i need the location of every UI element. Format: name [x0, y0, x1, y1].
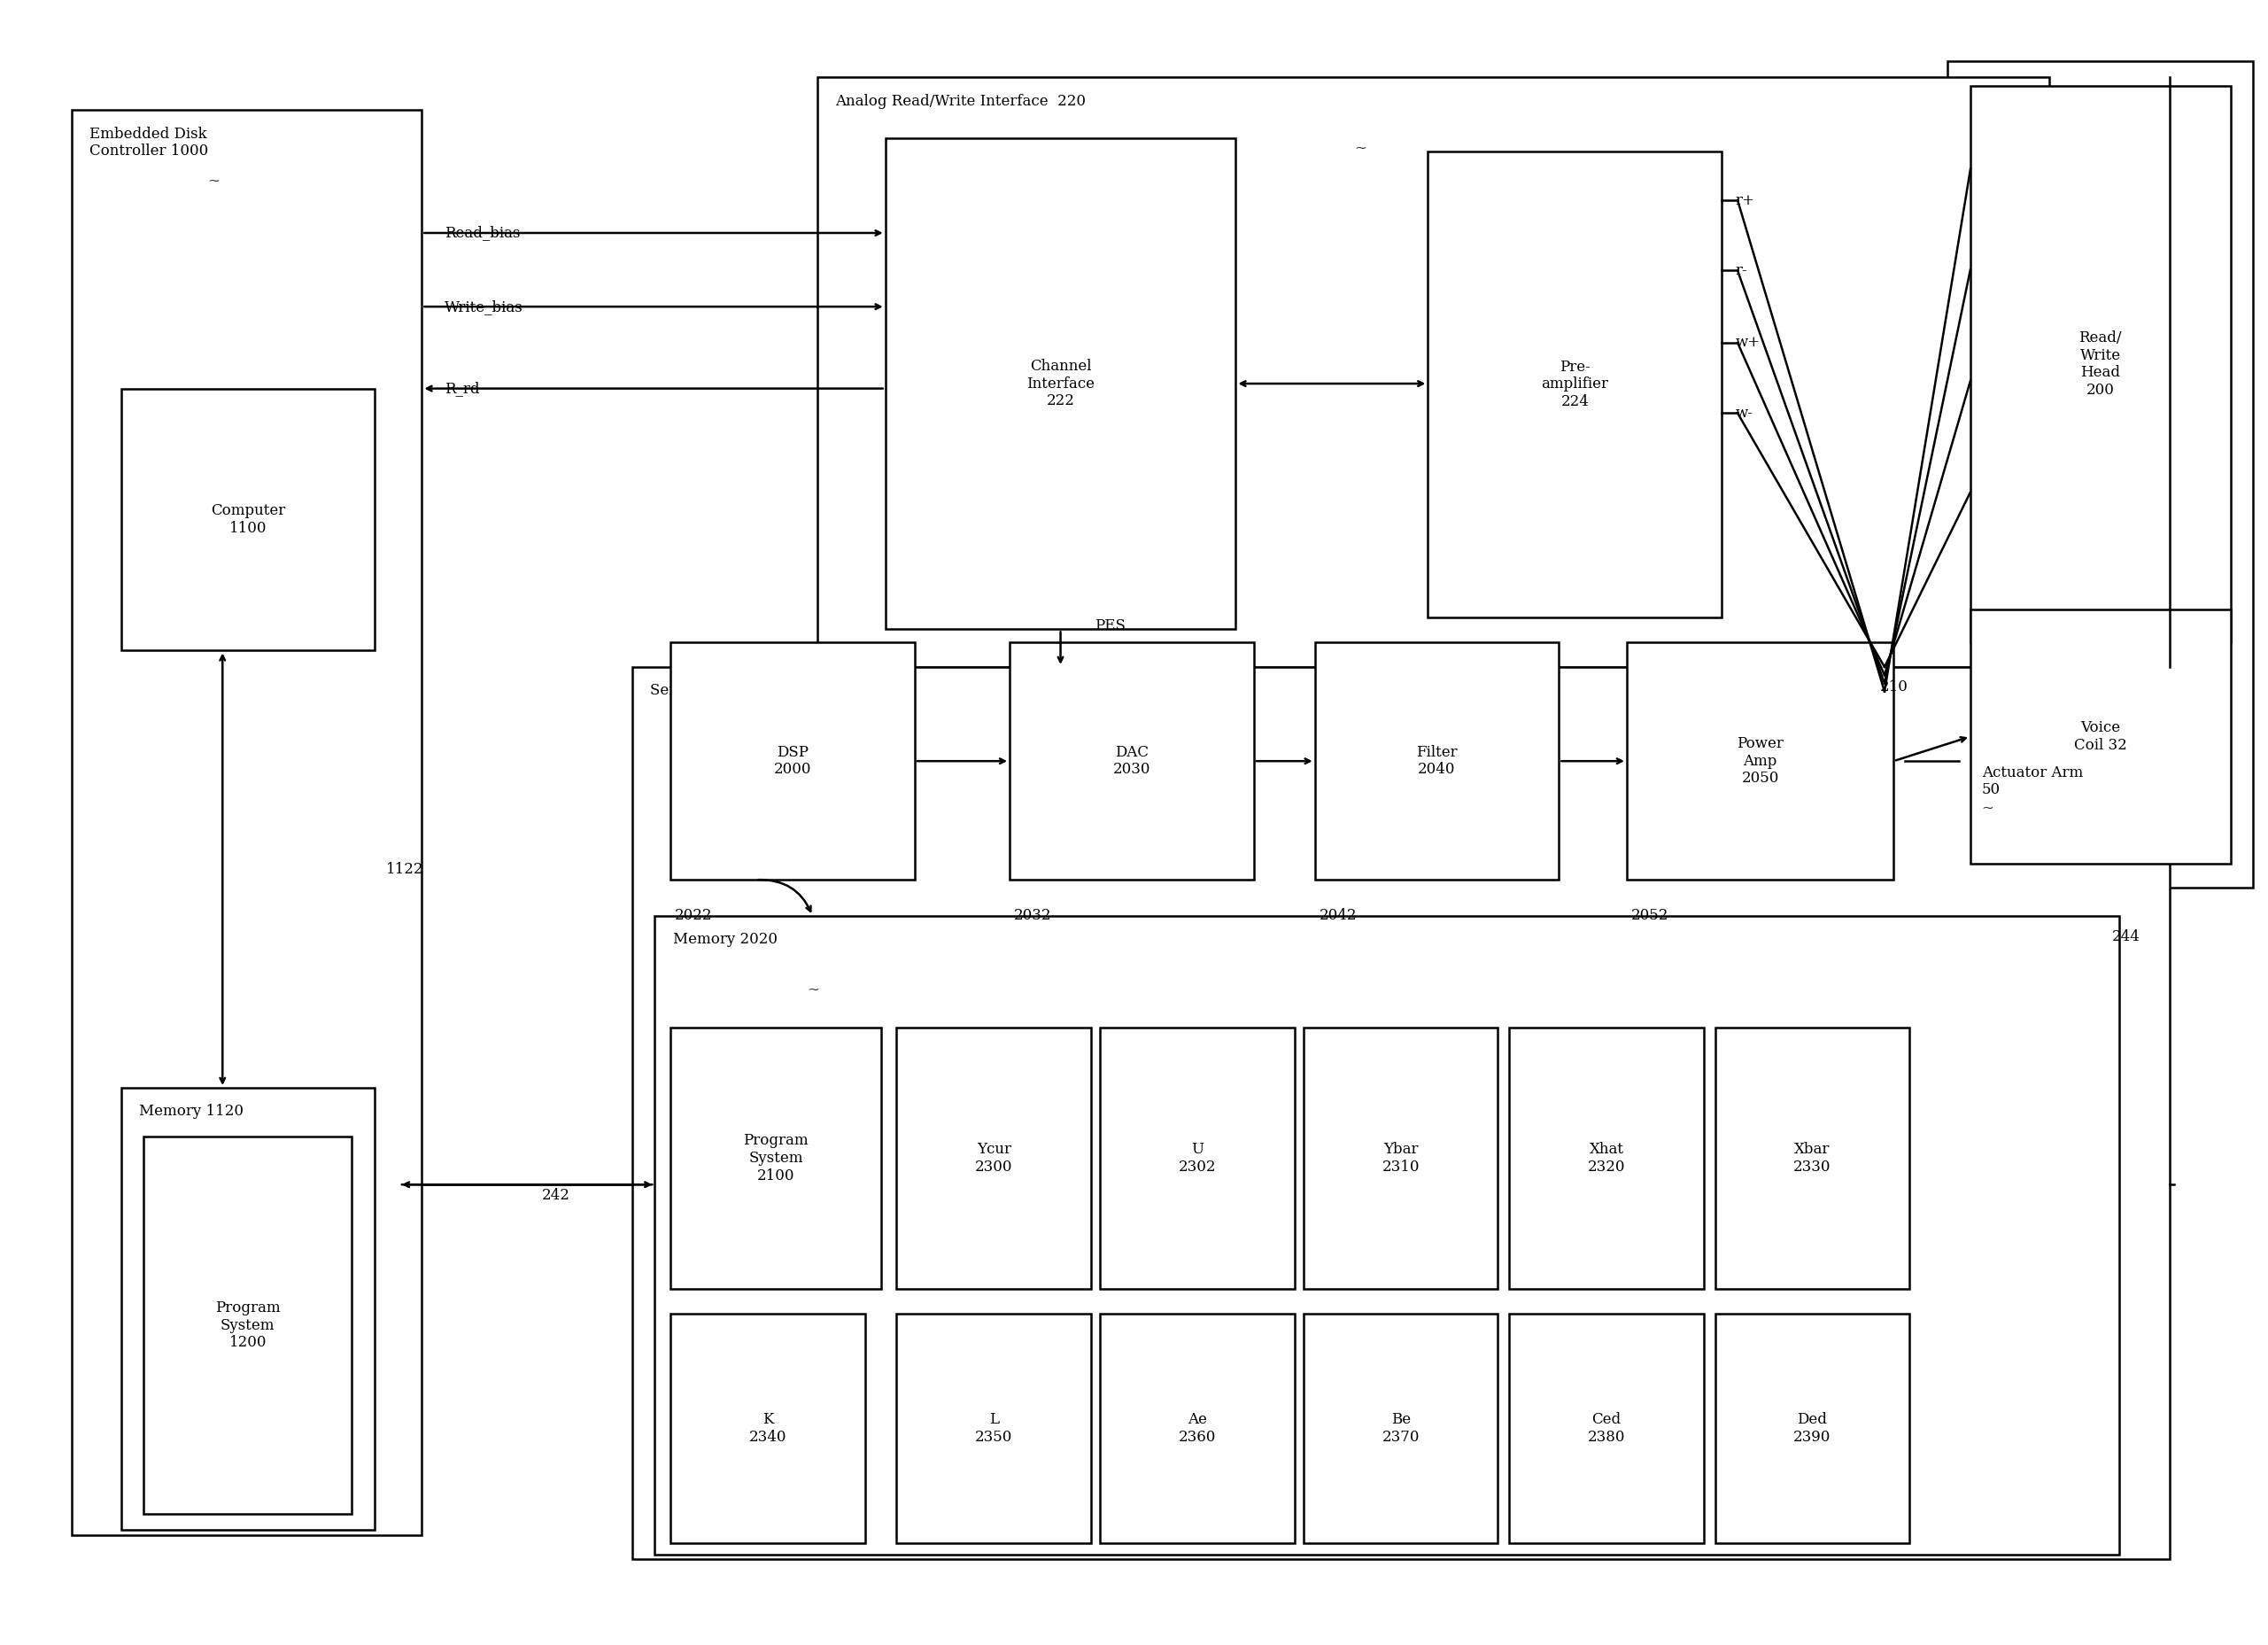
Text: 2052: 2052: [1631, 908, 1669, 923]
Text: ~: ~: [807, 982, 819, 997]
Bar: [1508, 1314, 1703, 1543]
Text: Read_bias: Read_bias: [445, 225, 519, 240]
Text: w-: w-: [1735, 406, 1753, 421]
Text: Ced
2380: Ced 2380: [1588, 1411, 1626, 1444]
Bar: [1304, 1026, 1497, 1290]
Text: DAC
2030: DAC 2030: [1114, 745, 1150, 778]
Bar: [816, 77, 2050, 666]
Text: DSP
2000: DSP 2000: [773, 745, 812, 778]
Text: ~: ~: [1354, 140, 1365, 155]
Text: 2022: 2022: [676, 908, 712, 923]
Text: ~: ~: [209, 173, 220, 188]
Bar: [655, 916, 2121, 1555]
Text: Read/
Write
Head
200: Read/ Write Head 200: [2080, 331, 2123, 398]
Text: Voice
Coil 32: Voice Coil 32: [2073, 721, 2127, 753]
Text: R_rd: R_rd: [445, 382, 479, 396]
Text: Pre-
amplifier
224: Pre- amplifier 224: [1542, 360, 1608, 410]
Bar: [1304, 1314, 1497, 1543]
Text: 242: 242: [542, 1188, 569, 1202]
Text: U
2302: U 2302: [1179, 1142, 1216, 1175]
Bar: [1009, 642, 1254, 880]
Bar: [120, 1087, 374, 1530]
Bar: [1429, 151, 1721, 619]
Bar: [1100, 1314, 1295, 1543]
Bar: [73, 110, 422, 1535]
Text: Be
2370: Be 2370: [1381, 1411, 1420, 1444]
Bar: [896, 1026, 1091, 1290]
Text: Servo Controller 240: Servo Controller 240: [651, 683, 807, 699]
Text: Memory 1120: Memory 1120: [138, 1104, 245, 1119]
Bar: [671, 642, 914, 880]
Bar: [120, 388, 374, 650]
Bar: [1948, 61, 2252, 888]
Text: ~: ~: [875, 724, 887, 739]
Text: w+: w+: [1735, 336, 1760, 350]
Text: ~: ~: [206, 1150, 218, 1165]
Text: 2032: 2032: [1014, 908, 1052, 923]
Text: Xhat
2320: Xhat 2320: [1588, 1142, 1626, 1175]
Text: Filter
2040: Filter 2040: [1415, 745, 1458, 778]
Bar: [1715, 1314, 1910, 1543]
Text: Ybar
2310: Ybar 2310: [1381, 1142, 1420, 1175]
Bar: [1100, 1026, 1295, 1290]
Text: Channel
Interface
222: Channel Interface 222: [1027, 359, 1095, 408]
Text: Ae
2360: Ae 2360: [1179, 1411, 1216, 1444]
Text: r-: r-: [1735, 263, 1746, 278]
Text: K
2340: K 2340: [748, 1411, 787, 1444]
Text: Ycur
2300: Ycur 2300: [975, 1142, 1012, 1175]
Text: Computer
1100: Computer 1100: [211, 503, 286, 536]
Bar: [1508, 1026, 1703, 1290]
Bar: [1626, 642, 1894, 880]
Text: 2042: 2042: [1320, 908, 1356, 923]
Text: Actuator Arm
50
~: Actuator Arm 50 ~: [1982, 765, 2082, 814]
Text: Power
Amp
2050: Power Amp 2050: [1737, 737, 1783, 786]
Text: Program
System
2100: Program System 2100: [744, 1133, 807, 1183]
Bar: [1971, 86, 2229, 642]
Text: 244: 244: [2112, 929, 2141, 944]
Text: Memory 2020: Memory 2020: [674, 933, 778, 948]
Text: Write_bias: Write_bias: [445, 299, 524, 314]
Bar: [633, 666, 2170, 1559]
Text: 210: 210: [1880, 679, 1907, 694]
Text: Ded
2390: Ded 2390: [1794, 1411, 1830, 1444]
Text: Embedded Disk
Controller 1000: Embedded Disk Controller 1000: [91, 127, 209, 160]
Bar: [1315, 642, 1558, 880]
Bar: [671, 1314, 864, 1543]
Text: L
2350: L 2350: [975, 1411, 1012, 1444]
Text: Program
System
1200: Program System 1200: [215, 1300, 281, 1351]
Bar: [1715, 1026, 1910, 1290]
Text: PES: PES: [1095, 619, 1125, 633]
Bar: [671, 1026, 880, 1290]
Bar: [1971, 610, 2229, 864]
Text: r+: r+: [1735, 192, 1755, 207]
Text: Xbar
2330: Xbar 2330: [1794, 1142, 1830, 1175]
Bar: [143, 1137, 352, 1513]
Bar: [885, 138, 1236, 630]
Bar: [896, 1314, 1091, 1543]
Text: 1122: 1122: [386, 862, 424, 877]
Text: Analog Read/Write Interface  220: Analog Read/Write Interface 220: [835, 94, 1086, 109]
